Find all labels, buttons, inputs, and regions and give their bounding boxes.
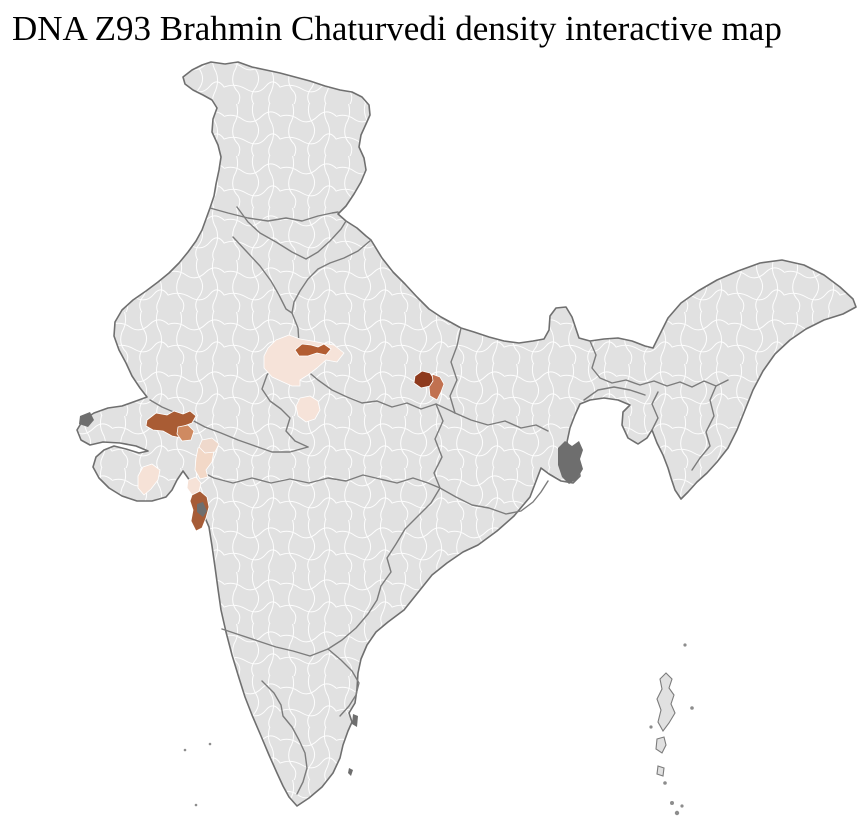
page-title: DNA Z93 Brahmin Chaturvedi density inter… (12, 9, 782, 48)
islet (690, 706, 694, 710)
state-border (209, 207, 339, 222)
east-coast-dark-patch (348, 768, 353, 776)
islet (674, 810, 680, 816)
dense-urban-areas (79, 412, 583, 776)
islet (194, 803, 198, 807)
state-border (327, 487, 441, 650)
state-border (454, 412, 549, 432)
state-border (589, 340, 729, 388)
state-border (236, 206, 347, 260)
district-highlight-west-pale-b[interactable] (198, 437, 220, 454)
islet (683, 643, 687, 647)
coast-city-dark-patch (197, 502, 207, 517)
state-border (691, 385, 717, 471)
island[interactable] (656, 672, 676, 733)
state-border (232, 236, 293, 314)
east-coast-dark-patch (352, 714, 358, 727)
islet (663, 781, 667, 785)
delta-dark-patch (558, 441, 583, 484)
state-border (327, 648, 360, 717)
state-border (433, 403, 444, 489)
state-border (291, 239, 372, 314)
island[interactable] (656, 765, 665, 777)
islands[interactable] (655, 672, 676, 777)
islet (208, 742, 212, 746)
islet-dots (183, 643, 694, 816)
district-highlight-dark-strip[interactable] (294, 343, 332, 357)
state-border (651, 391, 659, 431)
state-border (149, 399, 309, 453)
state-border (195, 468, 441, 489)
district-highlight-peninsula-pale[interactable] (137, 463, 161, 496)
state-border (583, 386, 646, 401)
state-border (449, 327, 462, 414)
state-border (221, 628, 329, 657)
district-highlight-east-medium[interactable] (428, 373, 445, 401)
state-border (261, 680, 308, 795)
island[interactable] (655, 736, 667, 754)
district-highlight-central-pale[interactable] (295, 395, 321, 423)
islet (649, 725, 653, 729)
islet (183, 748, 187, 752)
state-borders (149, 206, 729, 795)
west-tip-dark-patch (79, 412, 94, 427)
state-border (439, 480, 549, 515)
india-landmass[interactable] (76, 61, 857, 807)
district-highlight-west-medium[interactable] (176, 424, 195, 442)
highlight-districts (137, 334, 445, 532)
islet (680, 804, 684, 808)
islet (670, 801, 674, 805)
